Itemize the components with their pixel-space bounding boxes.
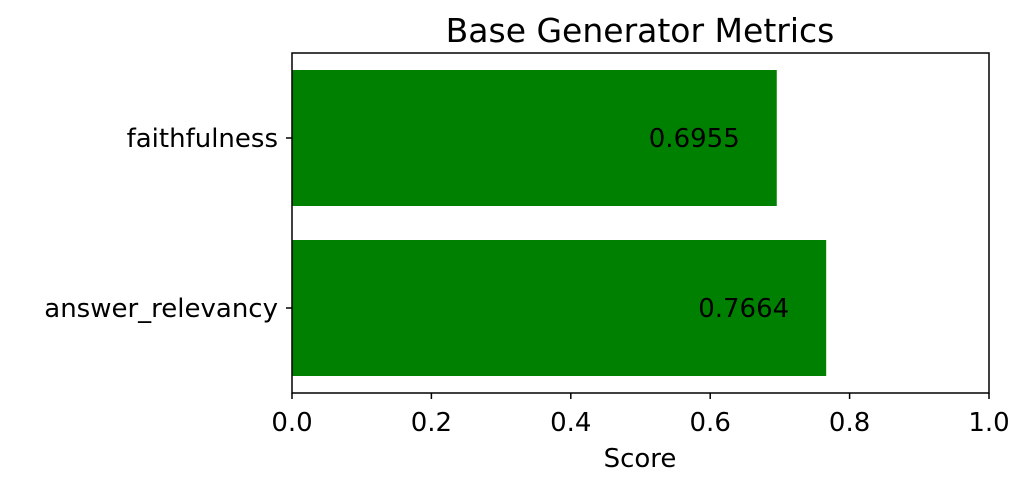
x-axis: 0.0 0.2 0.4 0.6 0.8 1.0 <box>271 393 1010 438</box>
bar-answer-relevancy <box>292 240 827 376</box>
y-tick-label-answer-relevancy: answer_relevancy <box>44 294 278 324</box>
x-tick-label: 0.8 <box>829 408 870 438</box>
x-tick-label: 0.6 <box>690 408 731 438</box>
value-labels-layer: 0.7664 0.6955 <box>649 124 789 324</box>
bars-layer <box>292 70 827 376</box>
bar-faithfulness <box>292 70 777 206</box>
x-axis-label: Score <box>604 444 677 474</box>
y-axis: answer_relevancy faithfulness <box>44 124 292 324</box>
value-label-faithfulness: 0.6955 <box>649 124 740 154</box>
value-label-answer-relevancy: 0.7664 <box>698 294 789 324</box>
x-tick-label: 1.0 <box>968 408 1009 438</box>
x-tick-label: 0.0 <box>271 408 312 438</box>
x-tick-label: 0.2 <box>411 408 452 438</box>
y-tick-label-faithfulness: faithfulness <box>127 124 278 154</box>
plot-frame <box>291 52 990 394</box>
x-tick-label: 0.4 <box>550 408 591 438</box>
chart-title: Base Generator Metrics <box>446 11 835 50</box>
